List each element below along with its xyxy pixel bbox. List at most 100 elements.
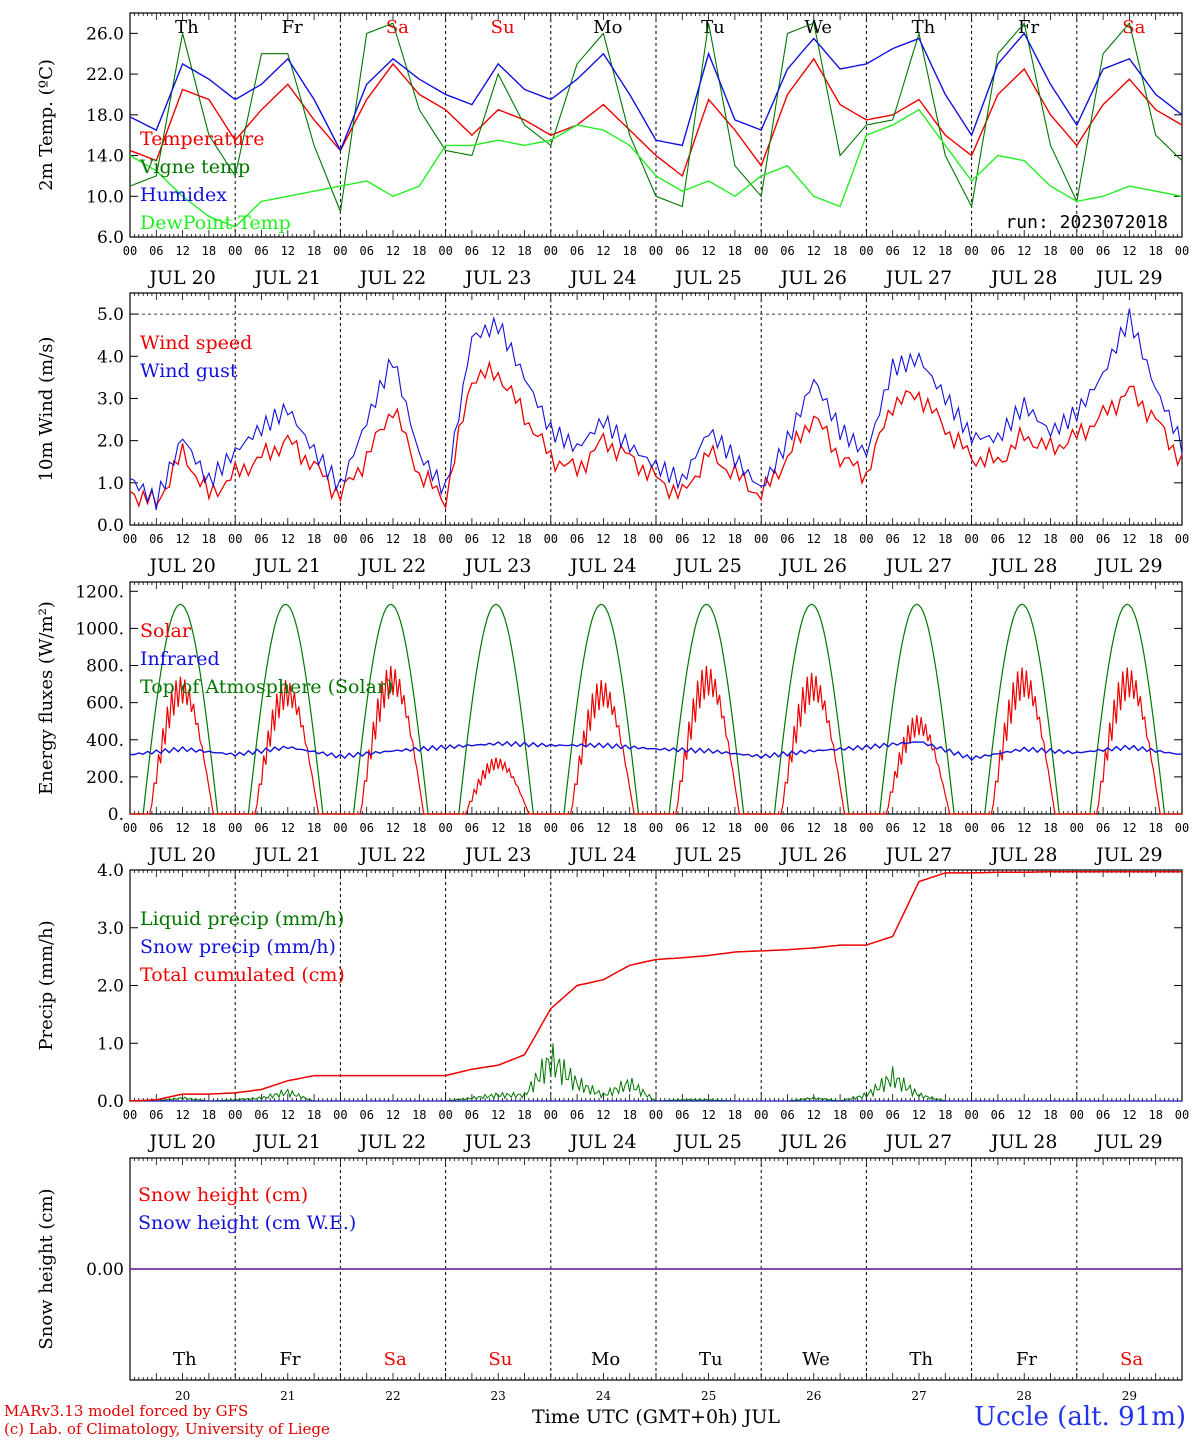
p1-hour-label: 06 [465,532,479,546]
p0-hour-label: 12 [1122,244,1136,258]
p1-hour-label: 18 [1148,532,1162,546]
p1-date-label: JUL 22 [358,555,426,577]
p1-hour-label: 00 [438,532,452,546]
p1-hour-label: 12 [175,532,189,546]
p4-weekday-label: Th [909,1349,933,1370]
p0-date-label: JUL 26 [779,267,847,289]
p0-date-label: JUL 29 [1094,267,1162,289]
p3-hour-label: 18 [307,1108,321,1122]
p2-ytick-label: 200. [86,768,124,788]
p1-date-label: JUL 27 [884,555,952,577]
p0-weekday-label: Fr [282,17,303,38]
p0-hour-label: 12 [281,244,295,258]
p4-weekday-label: Sa [1120,1349,1143,1370]
p4-legend-snow-height-cm-w-e-: Snow height (cm W.E.) [138,1212,356,1234]
p4-weekday-label: Sa [384,1349,407,1370]
p0-weekday-label: Tu [701,17,725,38]
p0-hour-label: 12 [175,244,189,258]
p0-hour-label: 18 [307,244,321,258]
p0-hour-label: 06 [254,244,268,258]
p2-hour-label: 00 [1070,821,1084,835]
p2-legend-infrared: Infrared [140,648,220,670]
p3-hour-label: 06 [465,1108,479,1122]
p2-legend-solar: Solar [140,620,192,642]
p3-date-label: JUL 28 [989,1131,1057,1153]
p3-hour-label: 18 [833,1108,847,1122]
p1-hour-label: 00 [544,532,558,546]
p3-hour-label: 06 [1096,1108,1110,1122]
p0-hour-label: 12 [491,244,505,258]
p1-date-label: JUL 29 [1094,555,1162,577]
p3-hour-label: 06 [991,1108,1005,1122]
p3-hour-label: 18 [1043,1108,1057,1122]
p4-ytick-label: 0.00 [86,1260,124,1280]
p3-date-label: JUL 25 [673,1131,741,1153]
p0-hour-label: 12 [912,244,926,258]
p1-legend-wind-speed: Wind speed [140,332,252,354]
p1-ytick-label: 1.0 [97,474,124,494]
p2-hour-label: 06 [1096,821,1110,835]
p1-hour-label: 12 [912,532,926,546]
p2-hour-label: 12 [281,821,295,835]
p1-hour-label: 12 [1122,532,1136,546]
p3-hour-label: 00 [333,1108,347,1122]
p1-hour-label: 12 [701,532,715,546]
p1-hour-label: 00 [1175,532,1189,546]
p3-hour-label: 12 [596,1108,610,1122]
p2-hour-label: 00 [544,821,558,835]
p1-hour-label: 06 [675,532,689,546]
p1-hour-label: 18 [202,532,216,546]
run-label: run: 2023072018 [1005,212,1168,233]
p1-hour-label: 06 [359,532,373,546]
p2-hour-label: 18 [412,821,426,835]
p2-hour-label: 18 [1148,821,1162,835]
p4-weekday-label: Su [488,1349,512,1370]
p2-hour-label: 06 [991,821,1005,835]
p0-hour-label: 12 [701,244,715,258]
p1-ytick-label: 4.0 [97,347,124,367]
credit-line-1: MARv3.13 model forced by GFS [4,1402,249,1420]
p2-hour-label: 00 [333,821,347,835]
p2-hour-label: 12 [912,821,926,835]
p0-hour-label: 18 [622,244,636,258]
p2-hour-label: 18 [728,821,742,835]
p2-ytick-label: 800. [86,657,124,677]
p4-weekday-label: Mo [591,1349,620,1370]
p1-hour-label: 12 [1017,532,1031,546]
p2-hour-label: 12 [1122,821,1136,835]
p1-hour-label: 00 [123,532,137,546]
p3-hour-label: 12 [386,1108,400,1122]
p0-hour-label: 06 [991,244,1005,258]
p4-day-number: 28 [1017,1389,1032,1403]
p0-weekday-label: Sa [1122,17,1145,38]
p3-hour-label: 00 [438,1108,452,1122]
p0-hour-label: 18 [517,244,531,258]
p2-hour-label: 06 [570,821,584,835]
p1-date-label: JUL 20 [147,555,215,577]
p1-ytick-label: 0.0 [97,516,124,536]
p0-hour-label: 00 [1175,244,1189,258]
p0-date-label: JUL 25 [673,267,741,289]
p1-date-label: JUL 25 [673,555,741,577]
p3-hour-label: 12 [1017,1108,1031,1122]
p2-hour-label: 00 [859,821,873,835]
p1-hour-label: 06 [149,532,163,546]
p4-weekday-label: Tu [699,1349,723,1370]
p2-series-solar [130,665,1182,815]
p3-date-label: JUL 21 [253,1131,321,1153]
p2-hour-label: 12 [596,821,610,835]
p3-hour-label: 12 [491,1108,505,1122]
p4-day-number: 29 [1122,1389,1137,1403]
p1-date-label: JUL 26 [779,555,847,577]
p0-hour-label: 18 [1043,244,1057,258]
p2-hour-label: 00 [123,821,137,835]
p3-hour-label: 00 [964,1108,978,1122]
p2-hour-label: 12 [701,821,715,835]
p2-hour-label: 00 [438,821,452,835]
p2-hour-label: 00 [964,821,978,835]
p3-date-label: JUL 27 [884,1131,952,1153]
p1-ytick-label: 3.0 [97,389,124,409]
p1-hour-label: 12 [596,532,610,546]
p3-date-label: JUL 23 [463,1131,531,1153]
